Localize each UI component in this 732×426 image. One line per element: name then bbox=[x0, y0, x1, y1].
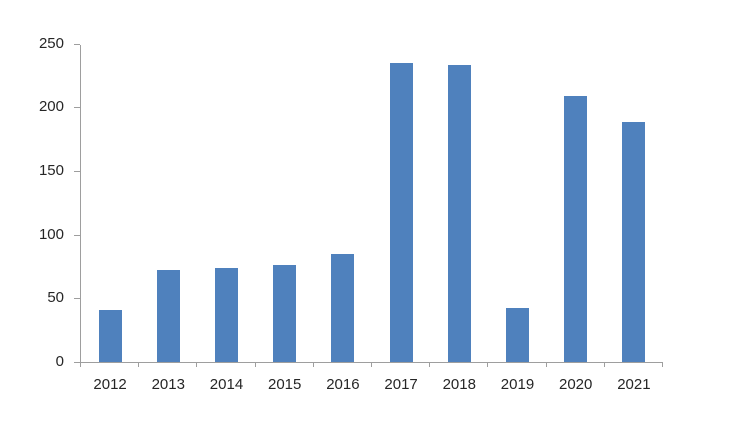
y-tick-mark-0 bbox=[74, 362, 80, 363]
y-tick-mark-100 bbox=[74, 234, 80, 236]
bar-2019 bbox=[506, 308, 529, 362]
x-tick-mark-6 bbox=[429, 363, 431, 367]
y-tick-label-100: 100 bbox=[38, 225, 64, 243]
bar-2013 bbox=[156, 270, 180, 362]
x-tick-label-2019: 2019 bbox=[500, 376, 535, 393]
x-tick-mark-8 bbox=[545, 363, 547, 367]
bar-2018 bbox=[447, 65, 471, 362]
bar-2021 bbox=[622, 122, 646, 362]
y-tick-label-250: 250 bbox=[38, 34, 64, 52]
x-tick-label-2012: 2012 bbox=[93, 376, 127, 393]
x-tick-mark-4 bbox=[312, 363, 314, 367]
x-tick-label-2013: 2013 bbox=[151, 376, 185, 393]
x-tick-label-2014: 2014 bbox=[209, 376, 244, 393]
x-tick-label-2020: 2020 bbox=[559, 376, 593, 393]
y-tick-mark-250 bbox=[74, 43, 80, 45]
x-tick-mark-0 bbox=[80, 363, 81, 367]
x-tick-mark-3 bbox=[254, 363, 256, 367]
y-tick-label-200: 200 bbox=[38, 98, 64, 116]
x-tick-mark-5 bbox=[371, 363, 372, 367]
x-tick-mark-10 bbox=[662, 363, 663, 367]
y-tick-mark-200 bbox=[74, 107, 80, 109]
bar-2016 bbox=[331, 253, 355, 362]
x-tick-mark-7 bbox=[487, 363, 489, 367]
y-tick-mark-150 bbox=[74, 171, 80, 173]
y-tick-label-50: 50 bbox=[47, 289, 64, 307]
x-tick-mark-1 bbox=[138, 363, 140, 367]
x-axis-line bbox=[80, 362, 663, 363]
y-tick-label-0: 0 bbox=[55, 353, 64, 370]
x-tick-label-2015: 2015 bbox=[268, 376, 302, 393]
x-tick-label-2016: 2016 bbox=[326, 376, 360, 393]
x-tick-mark-2 bbox=[196, 363, 198, 367]
x-tick-mark-9 bbox=[603, 363, 605, 367]
bar-2017 bbox=[389, 62, 413, 362]
bar-2020 bbox=[564, 95, 588, 362]
y-tick-mark-50 bbox=[74, 298, 80, 300]
bar-2014 bbox=[215, 267, 238, 362]
y-axis-line bbox=[80, 44, 81, 363]
x-tick-label-2018: 2018 bbox=[442, 376, 476, 393]
x-tick-label-2017: 2017 bbox=[384, 376, 418, 393]
y-tick-label-150: 150 bbox=[38, 162, 64, 180]
bar-2012 bbox=[98, 309, 122, 362]
x-tick-label-2021: 2021 bbox=[617, 376, 651, 393]
bar-2015 bbox=[273, 264, 297, 362]
